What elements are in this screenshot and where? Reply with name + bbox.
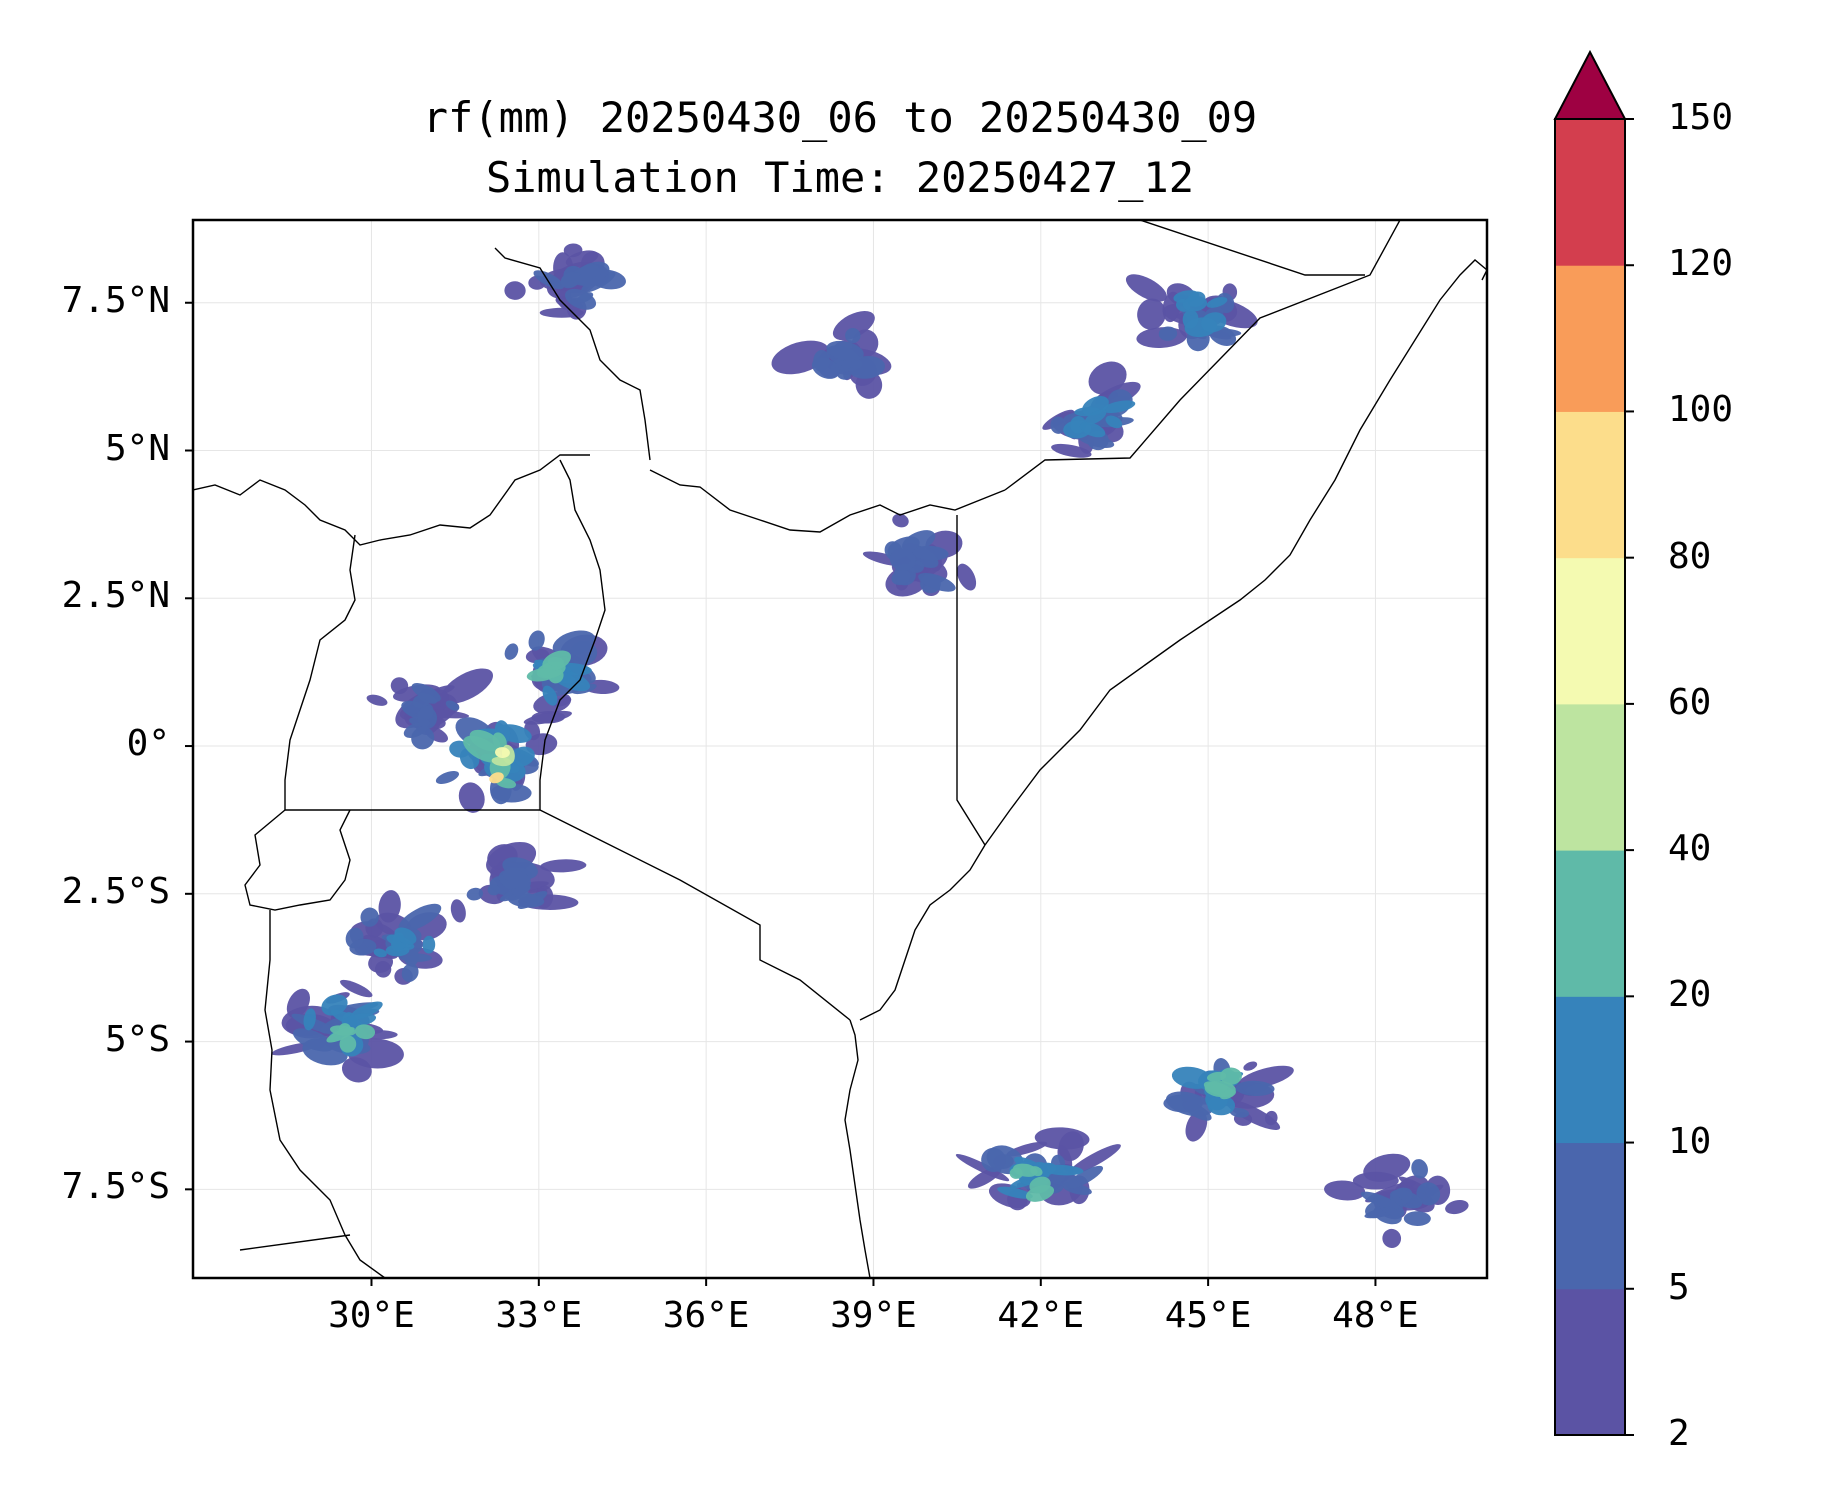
lon-tick-label: 33°E [495, 1295, 583, 1336]
lat-tick-label: 2.5°S [61, 870, 170, 912]
border-drc-tanzania [264, 910, 346, 1236]
lat-tick-label: 7.5°S [61, 1166, 170, 1208]
rain-cell-north-kenya [862, 513, 977, 597]
border-south-sudan-uganda [193, 454, 590, 546]
colorbar [1553, 49, 1634, 1436]
colorbar-segment [1555, 703, 1625, 851]
colorbar-segment [1555, 265, 1625, 412]
border-ethiopia-somaliland [1139, 220, 1365, 276]
lon-tick-label: 48°E [1332, 1295, 1419, 1336]
lat-tick-label: 5°S [104, 1018, 170, 1060]
border-malawi [344, 1234, 386, 1278]
rain-cell-uganda-west [366, 668, 493, 750]
colorbar-tick-label: 100 [1668, 389, 1734, 431]
rain-cell-lake-victoria [435, 717, 558, 813]
rain-cell-uganda-north [504, 630, 620, 725]
rain-cell-south-ethiopia [771, 310, 892, 399]
border-kenya-tanzania [539, 809, 851, 1021]
colorbar-segment [1555, 411, 1625, 559]
map-title: rf(mm) 20250430_06 to 20250430_09 [422, 93, 1258, 142]
border-rwanda-burundi [244, 809, 351, 911]
colorbar-tick-label: 40 [1668, 828, 1712, 870]
lon-tick-label: 45°E [1164, 1295, 1252, 1336]
lon-tick-label: 30°E [328, 1295, 415, 1336]
map-subtitle: Simulation Time: 20250427_12 [485, 153, 1194, 202]
border-ethiopia-somalia [1004, 220, 1401, 491]
lon-tick-label: 39°E [830, 1295, 917, 1336]
border-zambia [239, 1234, 351, 1251]
country-borders [193, 220, 1487, 1278]
lon-tick-label: 36°E [662, 1295, 750, 1336]
colorbar-tick-label: 5 [1668, 1266, 1690, 1308]
rain-cell-indian-ocean-south [1163, 1058, 1294, 1142]
lat-tick-label: 0° [126, 723, 170, 765]
rain-cell-north-uganda-sudan [504, 243, 627, 320]
border-uganda-west [284, 534, 356, 810]
colorbar-extend-arrow [1553, 49, 1627, 120]
colorbar-segment [1555, 1142, 1625, 1290]
colorbar-segment [1555, 119, 1625, 266]
lat-tick-label: 2.5°N [61, 575, 170, 617]
colorbar-tick-label: 20 [1668, 974, 1712, 1016]
rain-cell-ethiopia-highlands-center [1042, 361, 1141, 458]
border-kenya-uganda [539, 459, 606, 810]
border-kenya-somalia [956, 515, 986, 846]
lat-tick-label: 7.5°N [61, 279, 170, 321]
colorbar-segment [1555, 850, 1625, 997]
border-ethiopia-kenya [649, 469, 1006, 533]
colorbar-tick-label: 60 [1668, 681, 1712, 723]
colorbar-frame [1554, 118, 1626, 1436]
rain-cell-indian-ocean-southwest [955, 1127, 1121, 1211]
colorbar-tick-label: 80 [1668, 535, 1712, 577]
colorbar-segment [1555, 996, 1625, 1144]
rain-cell-lake-tanganyika [271, 979, 404, 1083]
axis-ticks [185, 301, 1377, 1286]
coastline-east-africa [844, 1019, 871, 1278]
rain-cell-indian-ocean-east [1324, 1153, 1469, 1248]
lon-tick-label: 42°E [997, 1295, 1085, 1336]
colorbar-tick-label: 10 [1668, 1120, 1712, 1162]
map-frame [191, 218, 1489, 1280]
border-south-sudan-ethiopia [494, 247, 651, 461]
rain-cell-rwanda-burundi [345, 890, 447, 985]
colorbar-segment [1555, 1288, 1625, 1436]
coastline-somalia [984, 259, 1487, 846]
rainfall-field [271, 243, 1469, 1248]
colorbar-tick-label: 150 [1668, 97, 1734, 138]
colorbar-segment [1555, 557, 1625, 705]
colorbar-tick-label: 120 [1668, 243, 1734, 285]
grid-lines [193, 220, 1487, 1278]
lat-tick-label: 5°N [104, 427, 170, 469]
colorbar-tick-label: 2 [1668, 1413, 1690, 1454]
coastline-kenya [859, 844, 986, 1021]
rain-cell-ethiopia-highlands-east [1125, 274, 1258, 352]
rain-cell-tanzania-northwest [450, 841, 587, 923]
